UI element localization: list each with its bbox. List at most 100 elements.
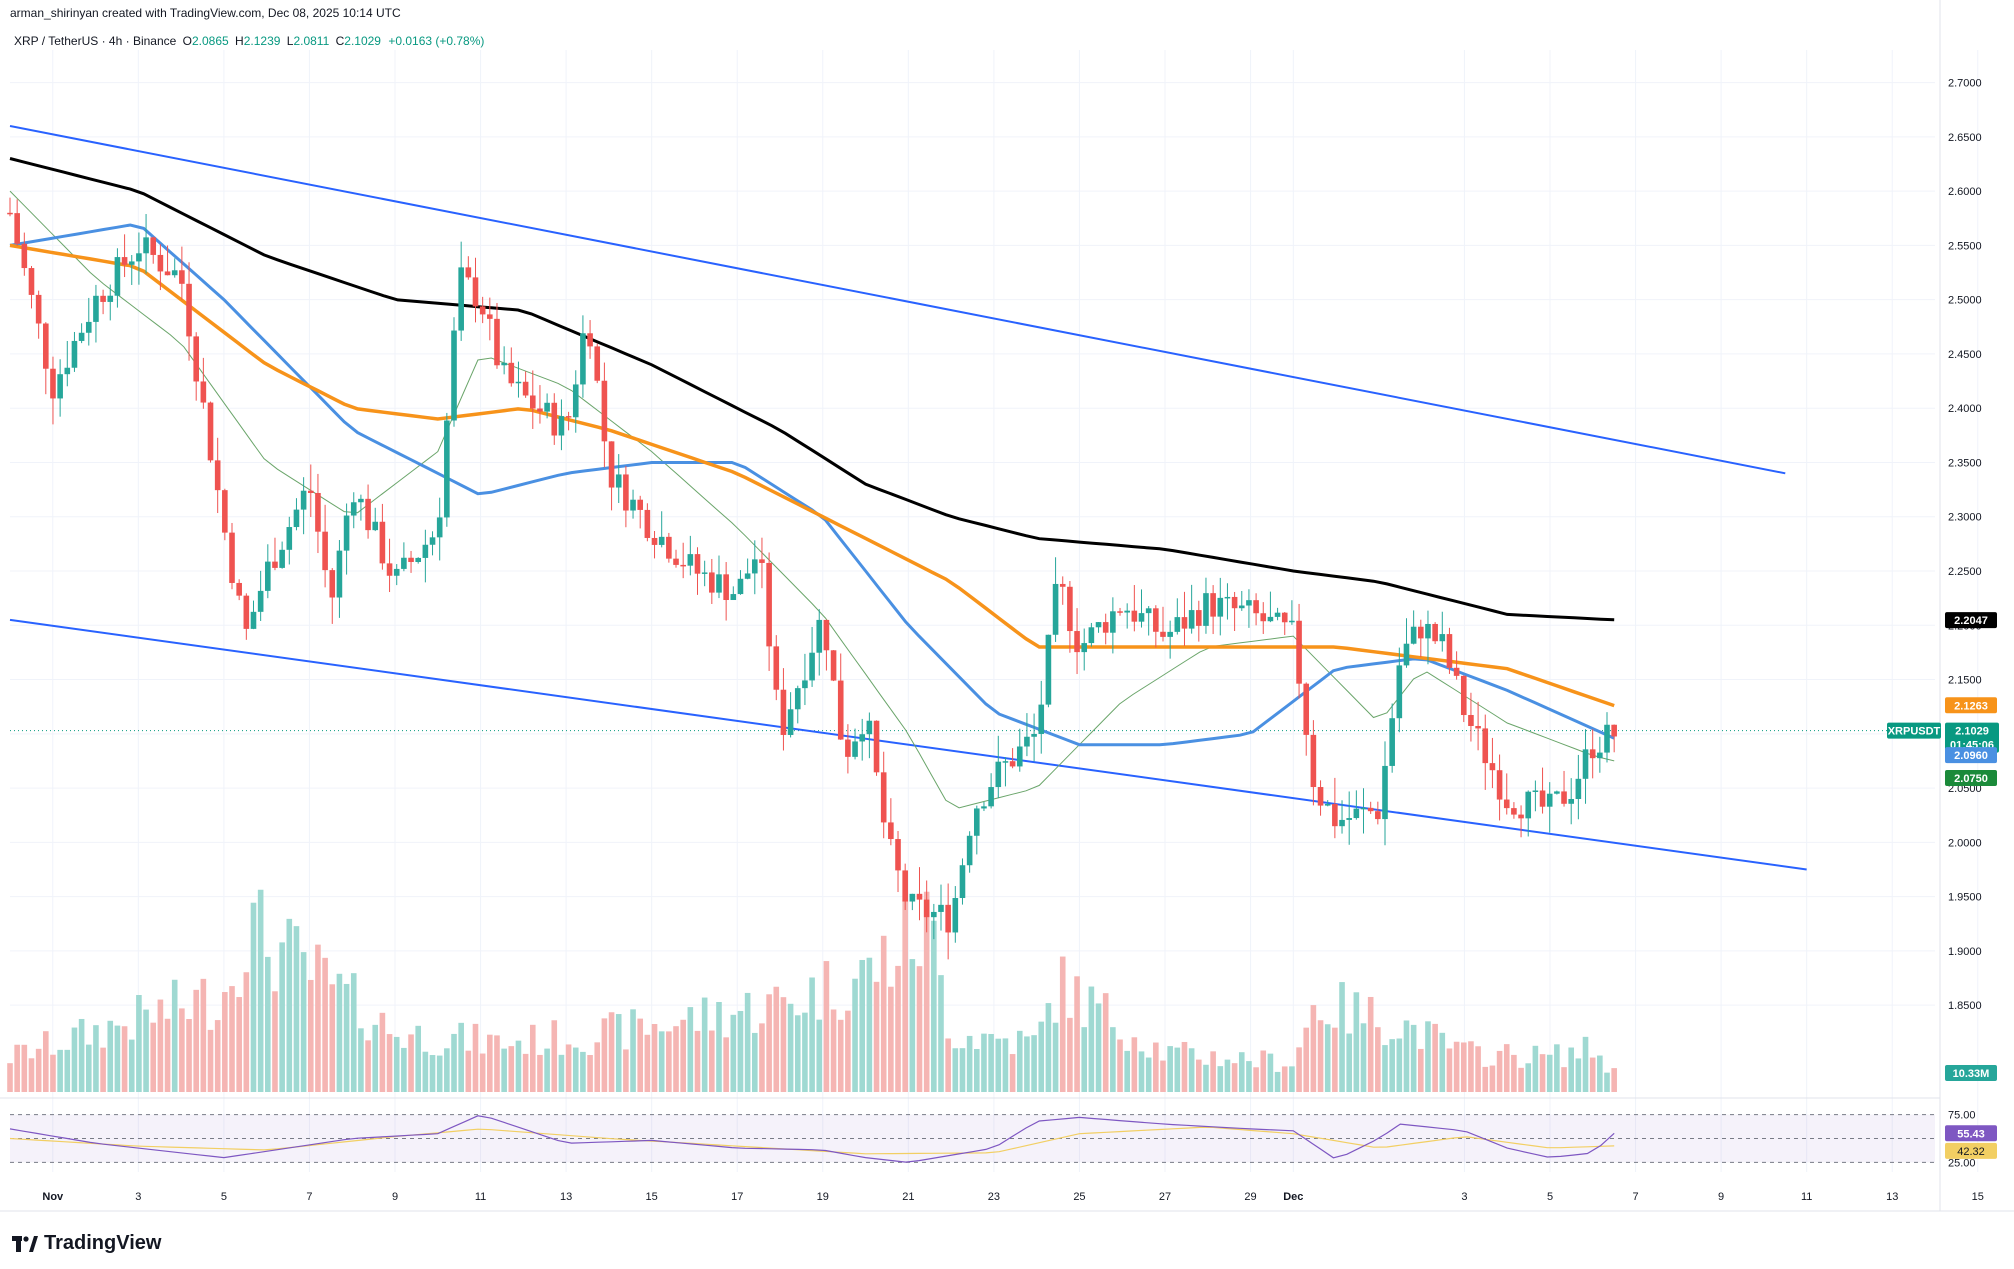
time-tick-label: 3 — [135, 1191, 141, 1203]
candle-body — [1346, 818, 1352, 820]
volume-bar — [1088, 986, 1095, 1092]
volume-bar — [1482, 1066, 1489, 1092]
volume-bar — [816, 1019, 823, 1092]
channel-lines[interactable] — [9, 124, 1807, 871]
candle-body — [1303, 683, 1310, 735]
volume-bar — [1052, 1022, 1059, 1092]
tradingview-logo[interactable]: TradingView — [12, 1232, 161, 1255]
candle-body — [21, 243, 28, 269]
candle-body — [250, 611, 257, 629]
candle-body — [121, 257, 128, 265]
volume-bar — [1188, 1048, 1195, 1092]
volume-bar — [365, 1040, 371, 1092]
volume-bar — [1468, 1041, 1474, 1092]
time-tick-label: 7 — [306, 1191, 312, 1203]
candle-body — [28, 268, 35, 295]
price-tick-label: 2.6500 — [1948, 132, 1982, 144]
volume-bar — [1196, 1059, 1202, 1092]
volume-bar — [121, 1026, 128, 1092]
candle-body — [522, 381, 529, 396]
volume-bar — [565, 1044, 572, 1092]
volume-bar — [200, 978, 207, 1092]
candle-body — [1260, 613, 1267, 622]
volume-bar — [43, 1031, 49, 1092]
volume-bar — [1274, 1071, 1281, 1092]
candle-body — [1024, 736, 1030, 747]
candle-body — [973, 808, 980, 836]
volume-bar — [623, 1049, 629, 1092]
candle-body — [880, 772, 887, 823]
candle-body — [909, 893, 916, 902]
volume-bar — [1575, 1058, 1582, 1092]
symbol-legend[interactable]: XRP / TetherUS · 4h · Binance O2.0865 H2… — [14, 34, 484, 48]
volume-bar — [1382, 1045, 1388, 1092]
candle-body — [1396, 665, 1403, 719]
candle-body — [1561, 791, 1567, 804]
volume-bar — [157, 999, 164, 1092]
candle-body — [179, 270, 185, 284]
volume-bar — [257, 889, 264, 1092]
candle-body — [343, 515, 350, 551]
time-axis[interactable]: Nov 3 5 7 9 11 13 15 17 19 21 23 25 27 29 Dec 3 5 7 9 11 13 15 — [42, 1191, 1984, 1203]
candle-body — [1360, 807, 1367, 810]
volume-bar — [1597, 1055, 1603, 1092]
volume-bar — [1561, 1067, 1567, 1092]
volume-bar — [687, 1007, 694, 1092]
volume-bar — [350, 973, 357, 1092]
volume-bar — [1167, 1046, 1173, 1092]
candle-body — [1081, 643, 1088, 653]
price-tick-label: 2.2500 — [1948, 566, 1982, 578]
volume-bar — [508, 1046, 515, 1092]
candle-body — [565, 416, 572, 418]
candle-body — [594, 346, 601, 381]
volume-bar — [436, 1055, 443, 1092]
candle-body — [923, 899, 930, 918]
candle-body — [902, 870, 908, 902]
last-price-tag: 2.1029 — [1955, 726, 1989, 738]
candle-body — [1138, 613, 1145, 622]
time-tick-label: 13 — [560, 1191, 572, 1203]
volume-bar — [1038, 1021, 1045, 1092]
candle-body — [1153, 608, 1159, 632]
volume-bar — [601, 1018, 608, 1092]
volume-bar — [1081, 1027, 1088, 1092]
volume-bar — [830, 1009, 837, 1092]
volume-bar — [487, 1034, 493, 1092]
volume-bar — [1059, 956, 1066, 1092]
candle-body — [236, 582, 242, 596]
candle-body — [1196, 610, 1202, 626]
candle-body — [1375, 811, 1381, 820]
candle-body — [107, 295, 114, 302]
volume-bar — [1418, 1048, 1424, 1092]
price-tick-label: 1.9500 — [1948, 892, 1982, 904]
volume-bar — [1145, 1057, 1152, 1092]
candle-body — [171, 270, 178, 276]
candle-body — [809, 652, 815, 681]
symbol-title[interactable]: XRP / TetherUS · 4h · Binance — [14, 34, 177, 48]
volume-bar — [572, 1047, 579, 1092]
tradingview-icon — [12, 1235, 38, 1252]
volume-bar — [243, 972, 250, 1092]
volume-bar — [171, 979, 178, 1092]
volume-bar — [852, 978, 858, 1092]
candle-body — [1002, 761, 1009, 763]
candle-body — [1095, 622, 1102, 628]
candle-body — [716, 574, 722, 593]
rsi-ma-line — [9, 1126, 1615, 1155]
volume-bar — [759, 1023, 765, 1092]
candle-body — [1525, 791, 1532, 819]
candle-body — [580, 333, 586, 385]
volume-bar — [214, 1020, 221, 1092]
candle-body — [365, 498, 371, 531]
time-tick-label: 9 — [1718, 1191, 1724, 1203]
price-tick-label: 1.8500 — [1948, 1000, 1982, 1012]
volume-bar — [429, 1055, 436, 1092]
low-label: L — [286, 34, 294, 48]
symbol-price-tag-bg — [1887, 722, 1941, 739]
volume-bar — [93, 1025, 99, 1092]
volume-bar — [780, 997, 787, 1092]
volume-bar — [28, 1058, 35, 1092]
grid-lines — [0, 0, 2014, 1212]
volume-bar — [1604, 1072, 1610, 1092]
